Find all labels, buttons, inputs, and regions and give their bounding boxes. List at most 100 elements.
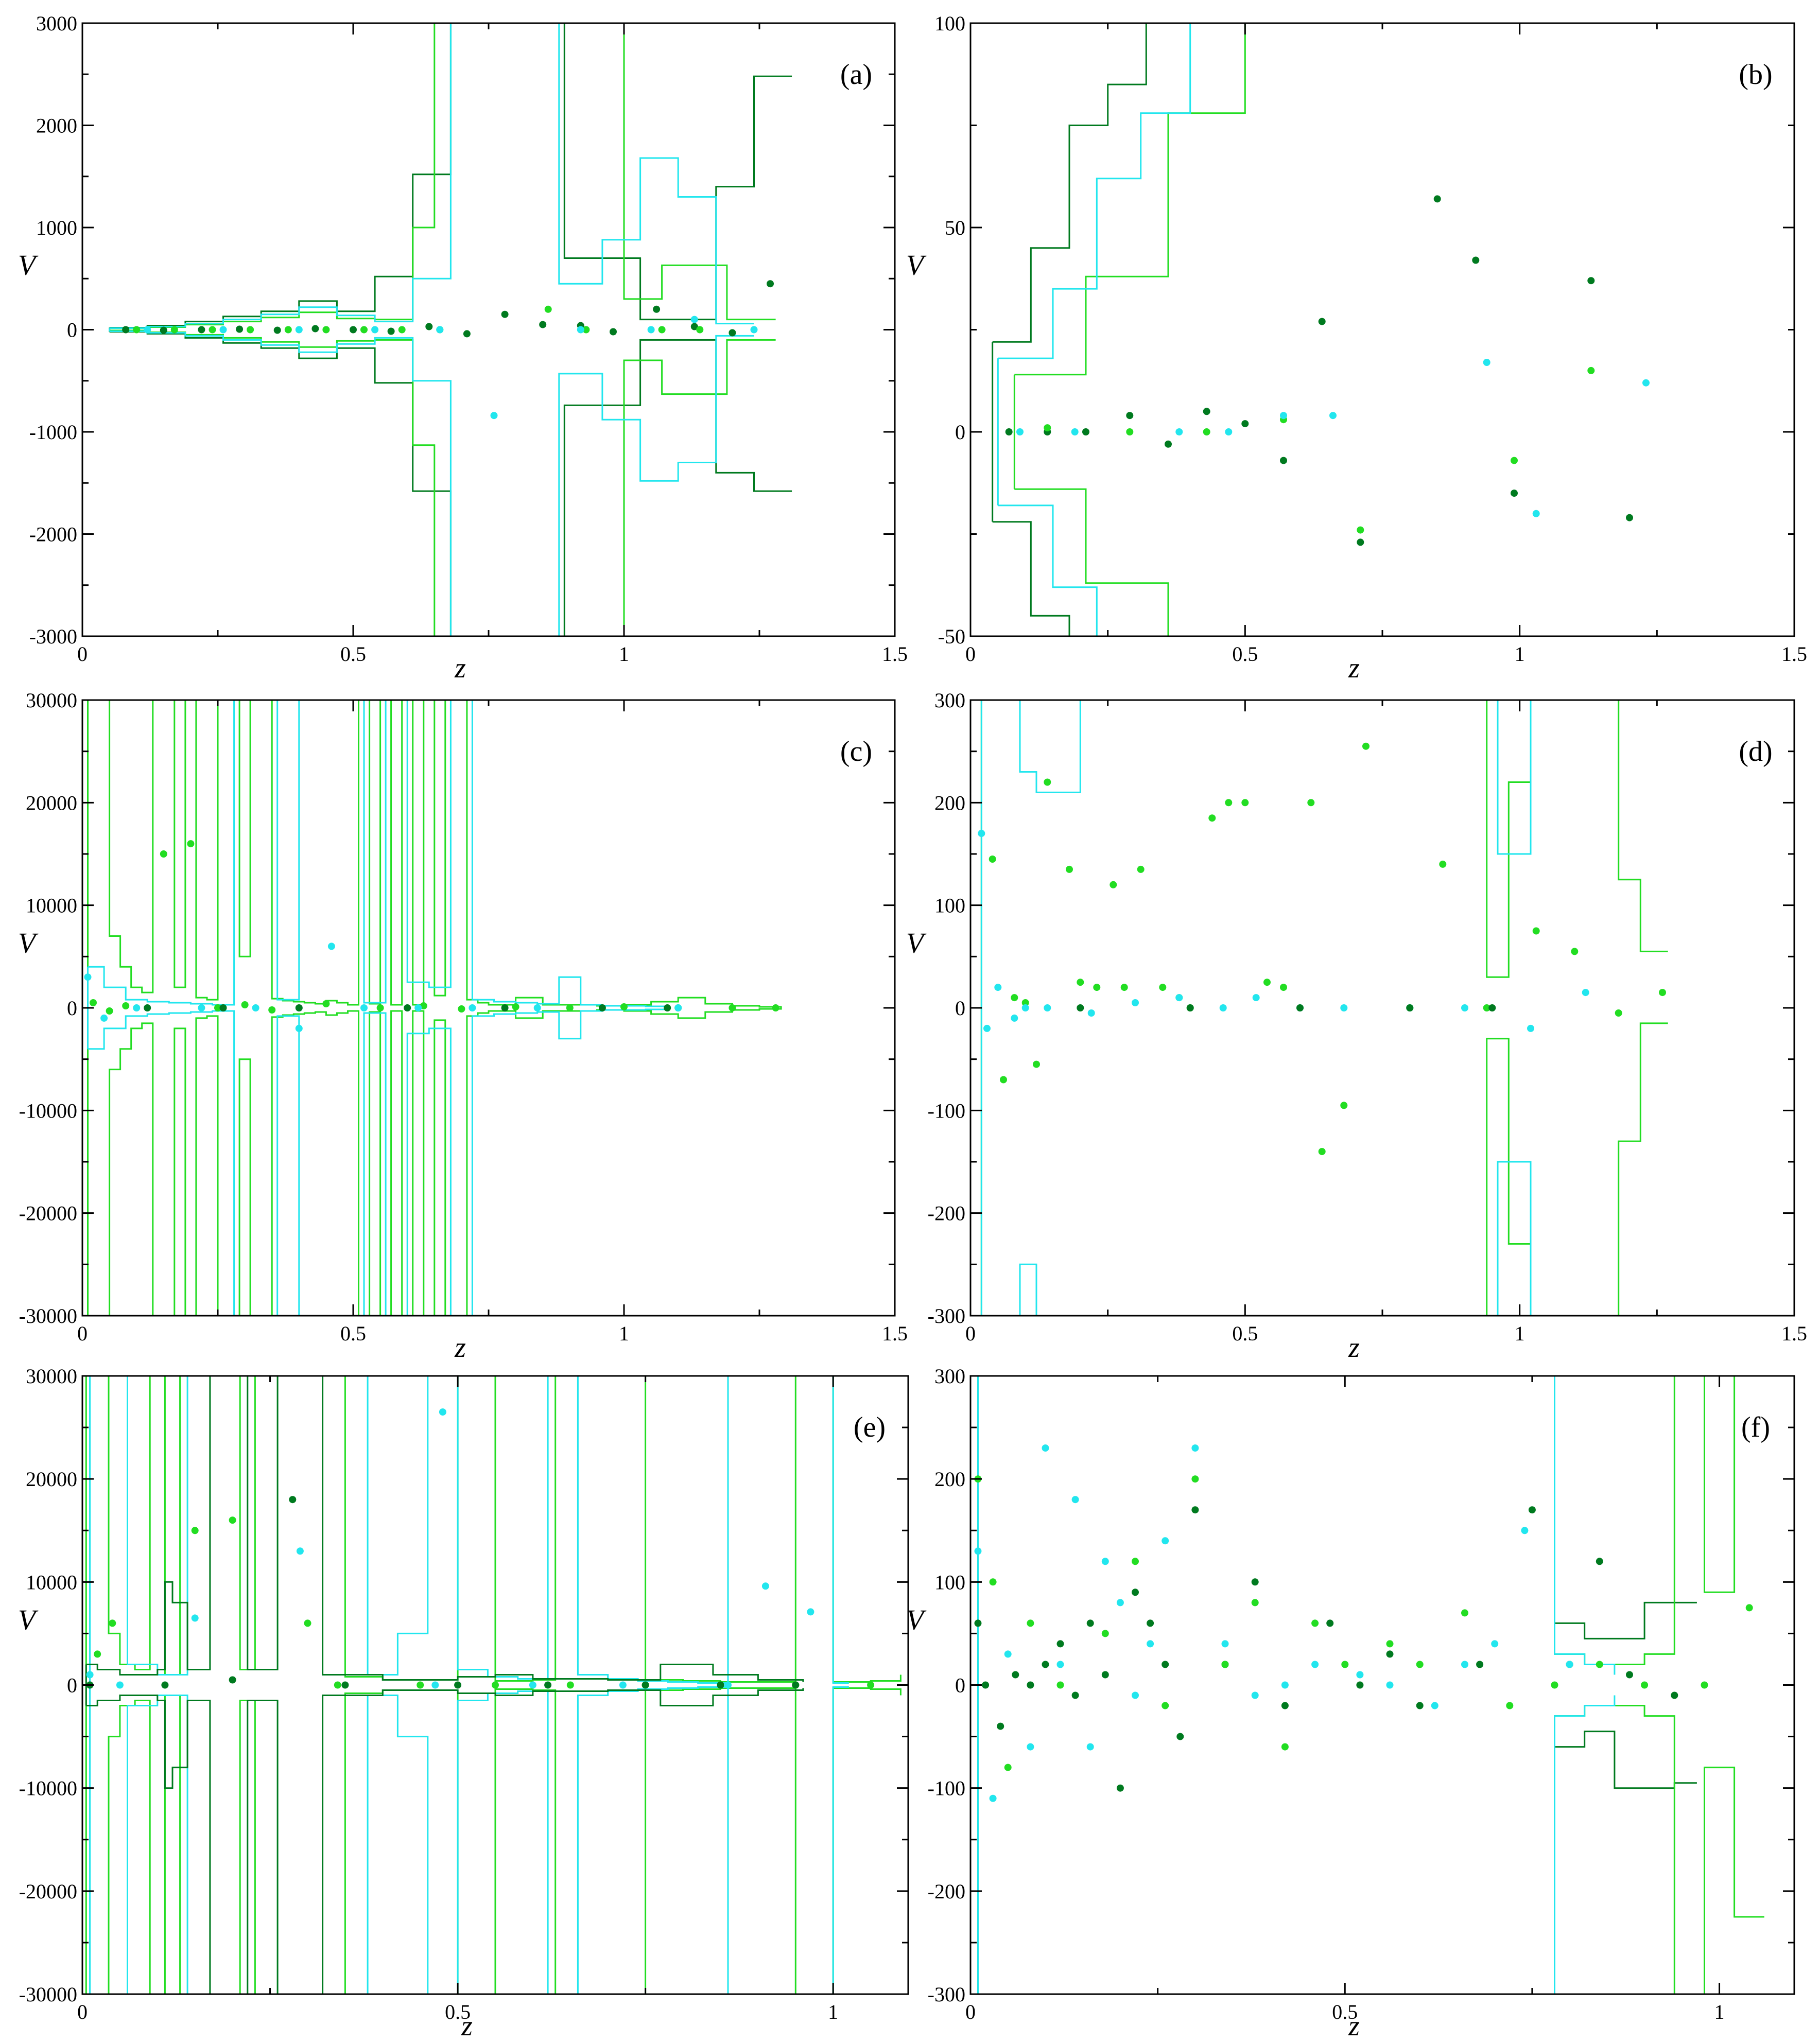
panel-f-ytick-label: -300 [928, 1983, 965, 2006]
panel-e-series-0-point-1 [109, 1619, 116, 1627]
panel-d-series-0-point-26 [1483, 1004, 1490, 1011]
panel-f-series-0-point-23 [1476, 1661, 1484, 1668]
panel-d-ylabel: V [906, 927, 927, 959]
panel-b-series-0-point-4 [1165, 440, 1172, 448]
panel-b-series-2-point-6 [1483, 359, 1490, 366]
panel-f-series-0-point-15 [1191, 1506, 1199, 1514]
panel-a-series-0-point-5 [311, 325, 319, 333]
panel-f-series-2-point-5 [1056, 1661, 1064, 1668]
panel-e-series-1-point-10 [807, 1608, 814, 1616]
panel-e-series-0-point-0 [94, 1650, 101, 1658]
panel-a-ytick-label: -3000 [29, 625, 77, 648]
panel-e-series-0-point-7 [492, 1681, 499, 1689]
panel-b-series-1-upper-band [1014, 23, 1246, 376]
panel-e-xtick-label: 0 [77, 2000, 88, 2023]
panel-e-series-0-point-4 [304, 1619, 311, 1627]
panel-f-series-2-point-24 [1566, 1661, 1573, 1668]
panel-f-series-2-point-19 [1386, 1681, 1394, 1689]
panel-b-xtick-label: 1 [1515, 642, 1525, 666]
panel-d-xlabel: z [1348, 1332, 1360, 1364]
panel-c-series-1-point-0 [84, 973, 92, 981]
panel-b-series-2-upper-band [998, 23, 1191, 359]
panel-f-series-2-point-4 [1042, 1444, 1049, 1452]
panel-b-ytick-label: 50 [945, 216, 965, 239]
panel-f-tag: (f) [1741, 1411, 1770, 1443]
panel-e-series-2-upper-band [86, 1376, 804, 1682]
panel-f-series-1-point-19 [1596, 1661, 1603, 1668]
panel-f-series-1-point-1 [989, 1578, 997, 1586]
panel-f-series-2-point-14 [1221, 1640, 1229, 1648]
panel-f-ytick-label: -100 [928, 1777, 965, 1800]
panel-f-xtick-label: 0.5 [1332, 2000, 1358, 2023]
panel-d-series-0-lower-band [981, 1022, 1668, 1316]
panel-a-series-0-point-15 [690, 323, 698, 330]
panel-f-series-1-point-5 [1101, 1630, 1109, 1637]
panel-d-xtick-label: 0.5 [1232, 1322, 1258, 1345]
panel-f-series-0-point-10 [1116, 1784, 1124, 1792]
panel-c-series-1-point-3 [198, 1004, 205, 1011]
panel-a-tag: (a) [840, 59, 872, 91]
panel-e-series-2-point-4 [341, 1681, 349, 1689]
panel-d-series-0-point-10 [1120, 984, 1128, 991]
panel-f-series-0-point-9 [1101, 1671, 1109, 1679]
panel-a-series-1-point-9 [544, 305, 552, 313]
panel-c-series-1-point-5 [295, 1024, 303, 1032]
panel-e-ytick-label: 30000 [26, 1365, 77, 1388]
panel-b-plot-area [992, 23, 1650, 636]
panel-b-series-0-point-2 [1082, 428, 1089, 435]
panel-e-xtick-label: 0.5 [445, 2000, 471, 2023]
panel-b-series-2-point-7 [1532, 510, 1540, 517]
panel-a-series-0-point-4 [273, 326, 281, 334]
panel-d: 0 0.5 1 1.5 -300 -200 -100 0 100 200 300 z V (d) [906, 689, 1807, 1364]
panel-c-ytick-label: -30000 [19, 1304, 77, 1328]
panel-c-series-1-point-7 [360, 1004, 368, 1011]
panel-a-series-0-point-17 [767, 280, 774, 288]
panel-c-xtick-label: 1.5 [882, 1322, 908, 1345]
panel-a-series-0-point-14 [653, 305, 661, 313]
panel-c-series-1-point-9 [469, 1004, 476, 1011]
panel-b-series-1-point-4 [1357, 526, 1364, 534]
panel-d-series-0-point-28 [1571, 948, 1579, 955]
panel-a-series-1-upper-band [109, 23, 776, 329]
panel-d-ytick-label: -300 [928, 1304, 965, 1328]
panel-f-series-2-point-17 [1311, 1661, 1319, 1668]
panel-b-xlabel: z [1348, 652, 1360, 684]
panel-f-series-2-point-1 [989, 1794, 997, 1802]
panel-f-series-1-point-21 [1701, 1681, 1708, 1689]
panel-c-series-2-point-3 [404, 1004, 411, 1011]
panel-b-series-2-point-2 [1175, 428, 1183, 435]
panel-e-series-1-point-3 [296, 1547, 304, 1555]
panel-d-series-1-point-2 [994, 984, 1002, 991]
panel-c-series-2-point-0 [144, 1004, 151, 1011]
panel-d-series-1-point-9 [1219, 1004, 1227, 1011]
panel-b-series-2-lower-band [998, 504, 1098, 636]
panel-c-series-0-lower-band [88, 1008, 782, 1316]
panel-b-ylabel: V [906, 249, 927, 281]
panel-b-series-0-point-7 [1280, 457, 1287, 464]
panel-d-series-1-point-12 [1340, 1004, 1348, 1011]
panel-a-series-2-point-3 [371, 326, 379, 334]
panel-d-tag: (d) [1739, 736, 1772, 767]
panel-a-series-1-point-2 [209, 326, 216, 334]
panel-f-series-0-point-11 [1132, 1589, 1139, 1596]
panel-f: 0 0.5 1 -300 -200 -100 0 100 200 300 z V (f) [906, 1365, 1795, 2042]
panel-a-series-1-point-0 [133, 326, 141, 334]
panel-d-series-0-point-27 [1532, 927, 1540, 935]
panel-e-series-0-point-5 [334, 1681, 341, 1689]
panel-c-tag: (c) [840, 736, 872, 767]
panel-f-series-2-point-13 [1191, 1444, 1199, 1452]
panel-f-series-0-point-12 [1147, 1619, 1154, 1627]
panel-d-ytick-label: 300 [934, 689, 965, 712]
panel-a-series-0-point-8 [425, 323, 433, 330]
panel-c-series-0-point-2 [122, 1002, 130, 1009]
panel-e-xlabel: z [461, 2010, 473, 2042]
panel-b-series-0-point-6 [1241, 420, 1249, 428]
panel-b-series-1-point-2 [1203, 428, 1210, 435]
panel-f-series-2-point-21 [1461, 1661, 1468, 1668]
panel-f-series-0-point-18 [1281, 1702, 1289, 1709]
panel-d-series-0-point-11 [1137, 865, 1145, 873]
panel-e-ylabel: V [18, 1604, 39, 1636]
panel-f-series-0-point-21 [1386, 1650, 1394, 1658]
panel-d-series-0-point-0 [989, 856, 996, 863]
panel-d-series-1-point-16 [1582, 989, 1589, 997]
